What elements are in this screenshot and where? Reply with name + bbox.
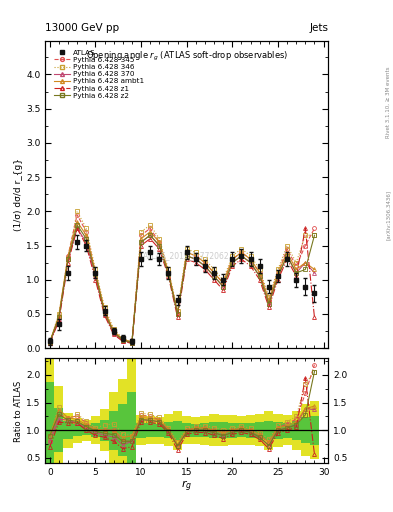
Text: [arXiv:1306.3436]: [arXiv:1306.3436] bbox=[386, 190, 391, 240]
Text: Opening angle $r_g$ (ATLAS soft-drop observables): Opening angle $r_g$ (ATLAS soft-drop obs… bbox=[86, 50, 288, 63]
Text: Rivet 3.1.10, ≥ 3M events: Rivet 3.1.10, ≥ 3M events bbox=[386, 67, 391, 138]
Y-axis label: (1/σ) dσ/d r_{g}: (1/σ) dσ/d r_{g} bbox=[14, 158, 23, 231]
X-axis label: $r_g$: $r_g$ bbox=[181, 479, 192, 494]
Text: 13000 GeV pp: 13000 GeV pp bbox=[45, 23, 119, 33]
Y-axis label: Ratio to ATLAS: Ratio to ATLAS bbox=[14, 380, 23, 441]
Legend: ATLAS, Pythia 6.428 345, Pythia 6.428 346, Pythia 6.428 370, Pythia 6.428 ambt1,: ATLAS, Pythia 6.428 345, Pythia 6.428 34… bbox=[51, 48, 147, 101]
Text: ATLAS_2019_I1772062: ATLAS_2019_I1772062 bbox=[143, 251, 230, 261]
Text: Jets: Jets bbox=[309, 23, 328, 33]
